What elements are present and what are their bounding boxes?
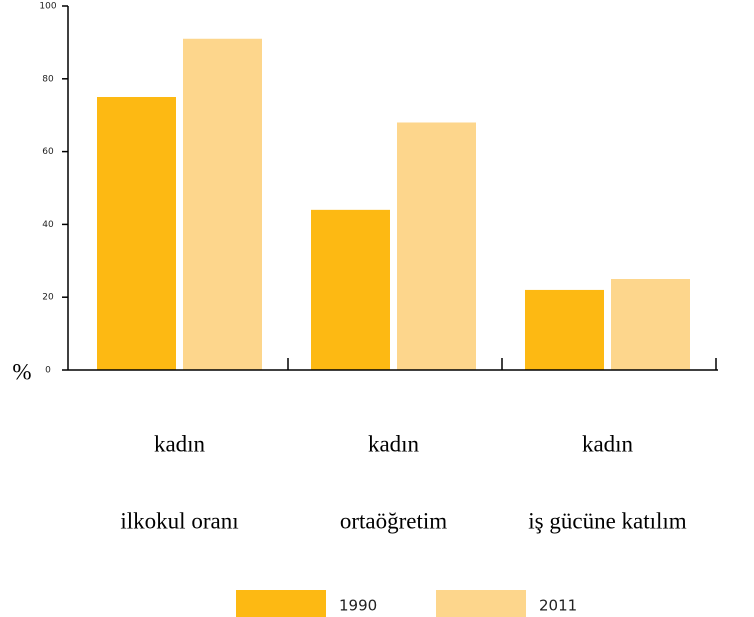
y-tick-label: 0 (45, 366, 51, 376)
y-tick-label: 60 (42, 147, 54, 157)
legend-swatch (436, 590, 526, 617)
legend-swatch (236, 590, 326, 617)
y-tick-label: 80 (42, 74, 54, 84)
bar (183, 38, 262, 370)
bar (397, 122, 476, 370)
y-tick-label: 20 (42, 293, 54, 303)
legend-label: 2011 (539, 597, 577, 615)
bar (525, 289, 604, 370)
bar (311, 209, 390, 370)
x-tick-label: iş gücüne katılım (528, 508, 687, 533)
x-tick-label: kadın (582, 431, 634, 456)
x-tick-label: ilkokul oranı (120, 508, 238, 533)
y-tick-label: 40 (42, 220, 54, 230)
legend-label: 1990 (339, 597, 377, 615)
bar (97, 97, 176, 370)
y-tick-label: 100 (39, 2, 56, 12)
bar (611, 279, 690, 370)
x-tick-label: ortaöğretim (340, 508, 447, 533)
y-axis-label: % (12, 359, 31, 384)
x-tick-label: kadın (154, 431, 206, 456)
x-tick-label: kadın (368, 431, 420, 456)
